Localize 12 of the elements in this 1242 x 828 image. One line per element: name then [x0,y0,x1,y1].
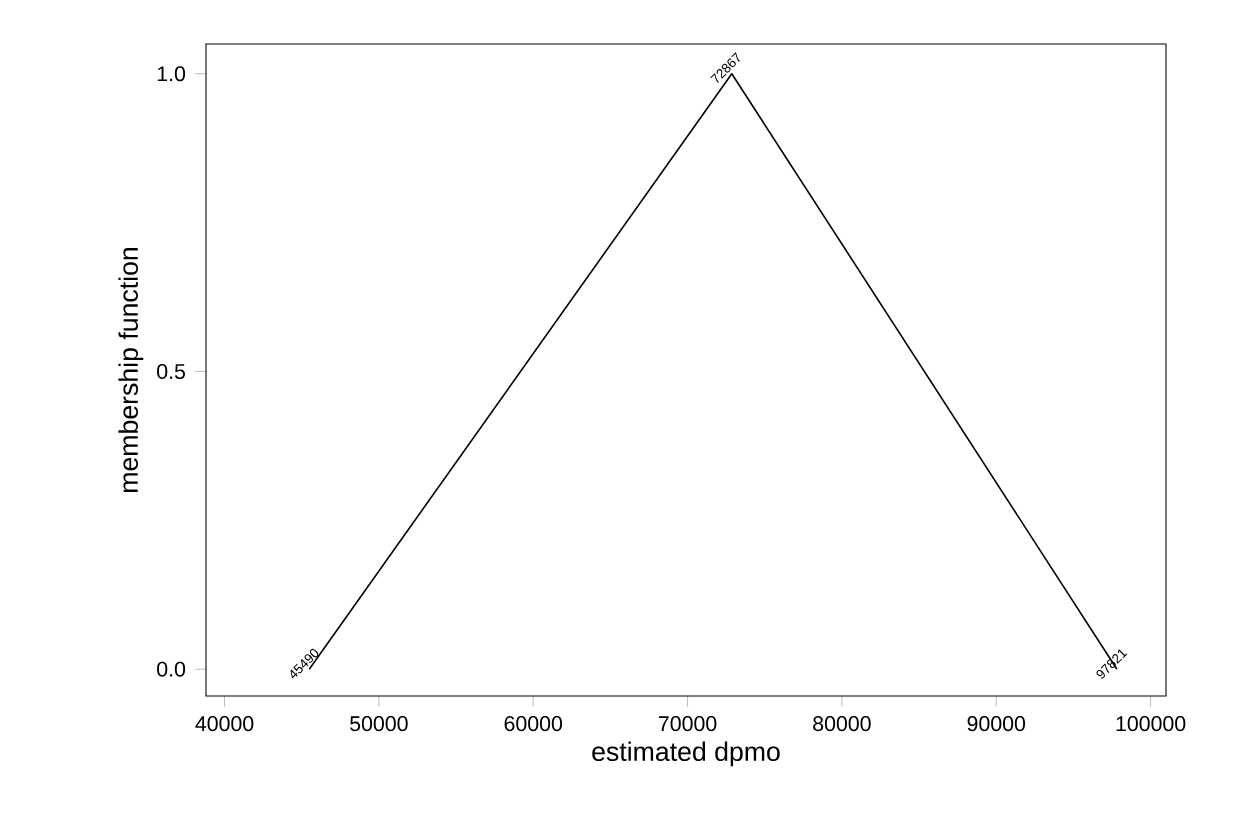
x-axis-title: estimated dpmo [592,741,780,767]
y-tick-label: 0.0 [157,661,186,677]
x-tick-label: 80000 [813,716,871,732]
x-tick-label: 60000 [504,716,563,732]
y-axis-title: membership function [118,248,144,493]
y-tick-label: 1.0 [157,66,186,82]
x-tick-label: 70000 [658,716,717,732]
x-tick-label: 90000 [967,716,1026,732]
x-tick-label: 100000 [1116,716,1186,732]
y-tick-label: 0.5 [157,363,185,380]
x-tick-label: 50000 [350,716,408,732]
x-tick-label: 40000 [195,716,254,732]
